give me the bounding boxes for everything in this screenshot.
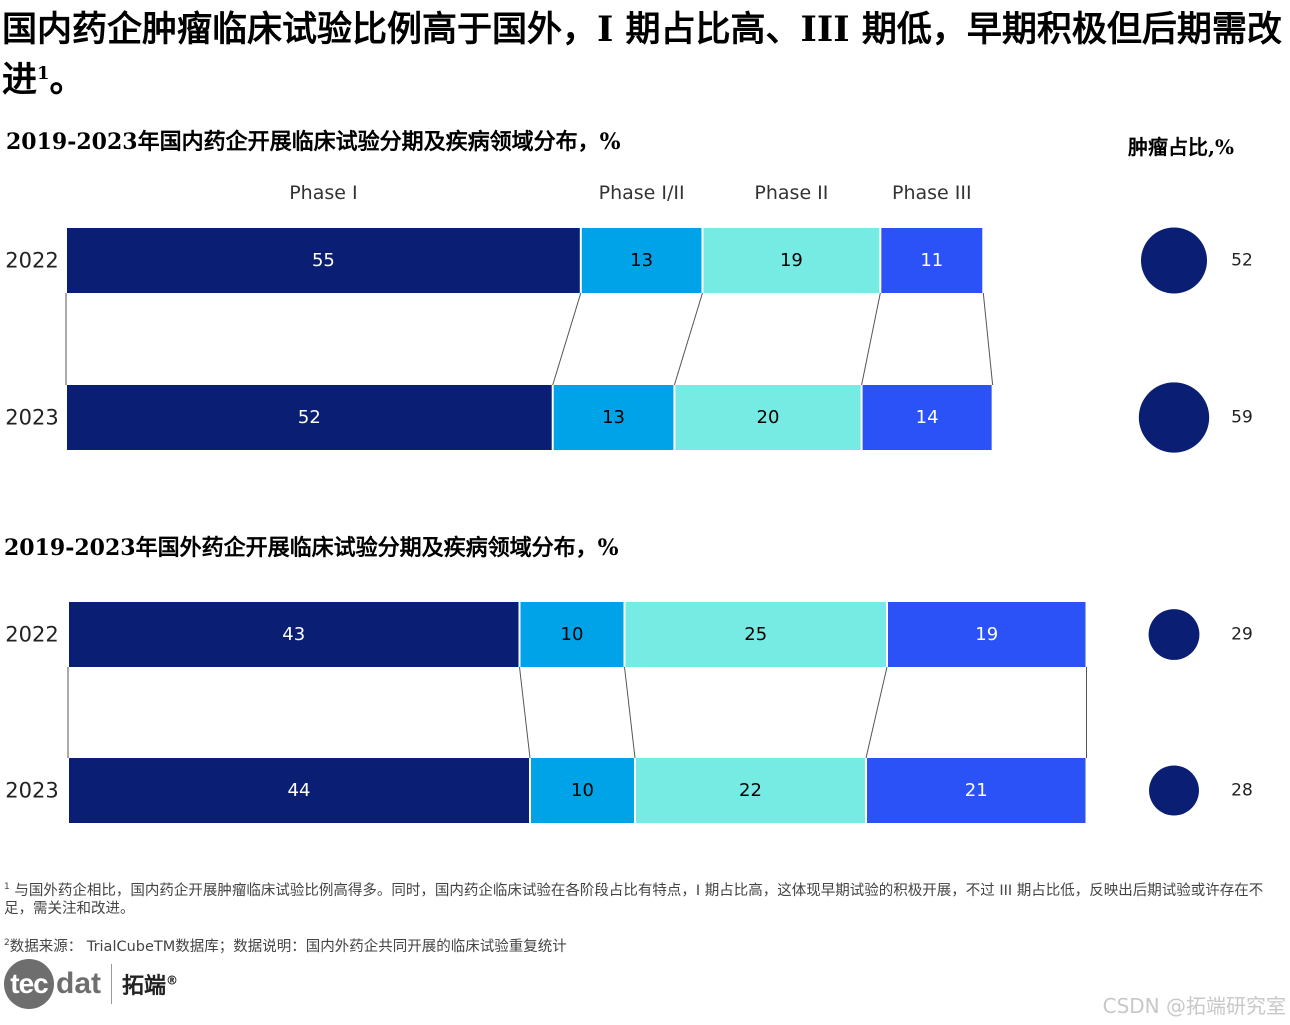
connector-line-3 [865, 666, 888, 759]
tecdat-logo-mark: tec dat [4, 959, 101, 1009]
bar-segment-phase-i-2023 [67, 385, 552, 450]
tumor-share-header: 肿瘤占比,% [1128, 135, 1234, 159]
phase-label-3: Phase II [754, 182, 828, 204]
bar-segment-phase-ii-2022 [625, 602, 886, 667]
bar-segment-phase-i-2023 [69, 758, 529, 823]
phase-label-2: Phase I/II [599, 182, 685, 204]
watermark: CSDN @拓端研究室 [1102, 994, 1286, 1018]
bar-segment-phase-ii-2023 [675, 385, 861, 450]
bar-value-label: 19 [780, 250, 803, 271]
bar-value-label: 52 [298, 407, 321, 428]
tumor-share-bubble-2022 [1148, 609, 1200, 660]
bar-value-label: 20 [757, 407, 780, 428]
tumor-share-value-2023: 59 [1231, 408, 1253, 428]
tumor-share-bubble-2023 [1138, 382, 1210, 453]
bar-segment-phase-i-ii-2023 [553, 385, 674, 450]
connector-line-4 [982, 292, 994, 386]
connector-line-1 [552, 292, 582, 386]
bar-value-label: 10 [561, 624, 584, 645]
tumor-share-bubble-2023 [1149, 765, 1199, 816]
bar-value-label: 21 [965, 780, 988, 801]
bar-segment-phase-i-ii-2022 [520, 602, 624, 667]
bar-segment-phase-i-ii-2023 [531, 758, 634, 823]
year-label-2022: 2022 [5, 623, 58, 647]
bar-value-label: 25 [744, 624, 767, 645]
logo-chinese-name: 拓端® [122, 973, 179, 999]
connector-line-2 [673, 292, 703, 386]
bar-value-label: 11 [920, 250, 943, 271]
bar-value-label: 19 [975, 624, 998, 645]
year-label-2023: 2023 [5, 406, 58, 430]
connector-line-3 [861, 292, 881, 386]
bar-value-label: 13 [602, 407, 625, 428]
bar-value-label: 55 [312, 250, 335, 271]
bar-value-label: 22 [739, 780, 762, 801]
logo-divider [111, 964, 112, 1004]
year-label-2023: 2023 [5, 779, 58, 803]
tecdat-logo-tec: tec [4, 959, 54, 1009]
bar-segment-phase-ii-2022 [703, 228, 880, 293]
bar-value-label: 13 [630, 250, 653, 271]
phase-label-4: Phase III [892, 182, 972, 204]
footnote-2: 2数据来源： TrialCubeTM数据库；数据说明：国内外药企共同开展的临床试… [4, 938, 567, 955]
bar-value-label: 44 [288, 780, 311, 801]
bar-segment-phase-i-2022 [67, 228, 580, 293]
year-label-2022: 2022 [5, 249, 58, 273]
bar-segment-phase-iii-2023 [862, 385, 992, 450]
tumor-share-value-2023: 28 [1231, 781, 1253, 801]
tumor-share-value-2022: 52 [1231, 251, 1253, 271]
connector-line-2 [624, 666, 636, 759]
bar-segment-phase-iii-2022 [888, 602, 1086, 667]
bar-segment-phase-iii-2023 [867, 758, 1086, 823]
tumor-share-bubble-2022 [1140, 227, 1208, 294]
bar-segment-phase-ii-2023 [636, 758, 865, 823]
phase-label-1: Phase I [289, 182, 357, 204]
bar-segment-phase-iii-2022 [881, 228, 983, 293]
tumor-share-value-2022: 29 [1231, 625, 1253, 645]
bar-value-label: 14 [916, 407, 939, 428]
brand-logo: tec dat 拓端® [4, 958, 178, 1010]
bar-segment-phase-i-2022 [69, 602, 519, 667]
connector-line-1 [519, 666, 531, 759]
page-title: 国内药企肿瘤临床试验比例高于国外，I 期占比高、III 期低，早期积极但后期需改… [2, 9, 1282, 101]
bar-segment-phase-i-ii-2022 [581, 228, 702, 293]
bar-value-label: 43 [282, 624, 305, 645]
chart-title-foreign: 2019-2023年国外药企开展临床试验分期及疾病领域分布，% [4, 535, 619, 561]
footnote-1: 1 与国外药企相比，国内药企开展肿瘤临床试验比例高得多。同时，国内药企临床试验在… [4, 882, 1264, 917]
chart-title-domestic: 2019-2023年国内药企开展临床试验分期及疾病领域分布，% [6, 129, 621, 155]
bar-value-label: 10 [571, 780, 594, 801]
tecdat-logo-dat: dat [56, 967, 101, 1000]
